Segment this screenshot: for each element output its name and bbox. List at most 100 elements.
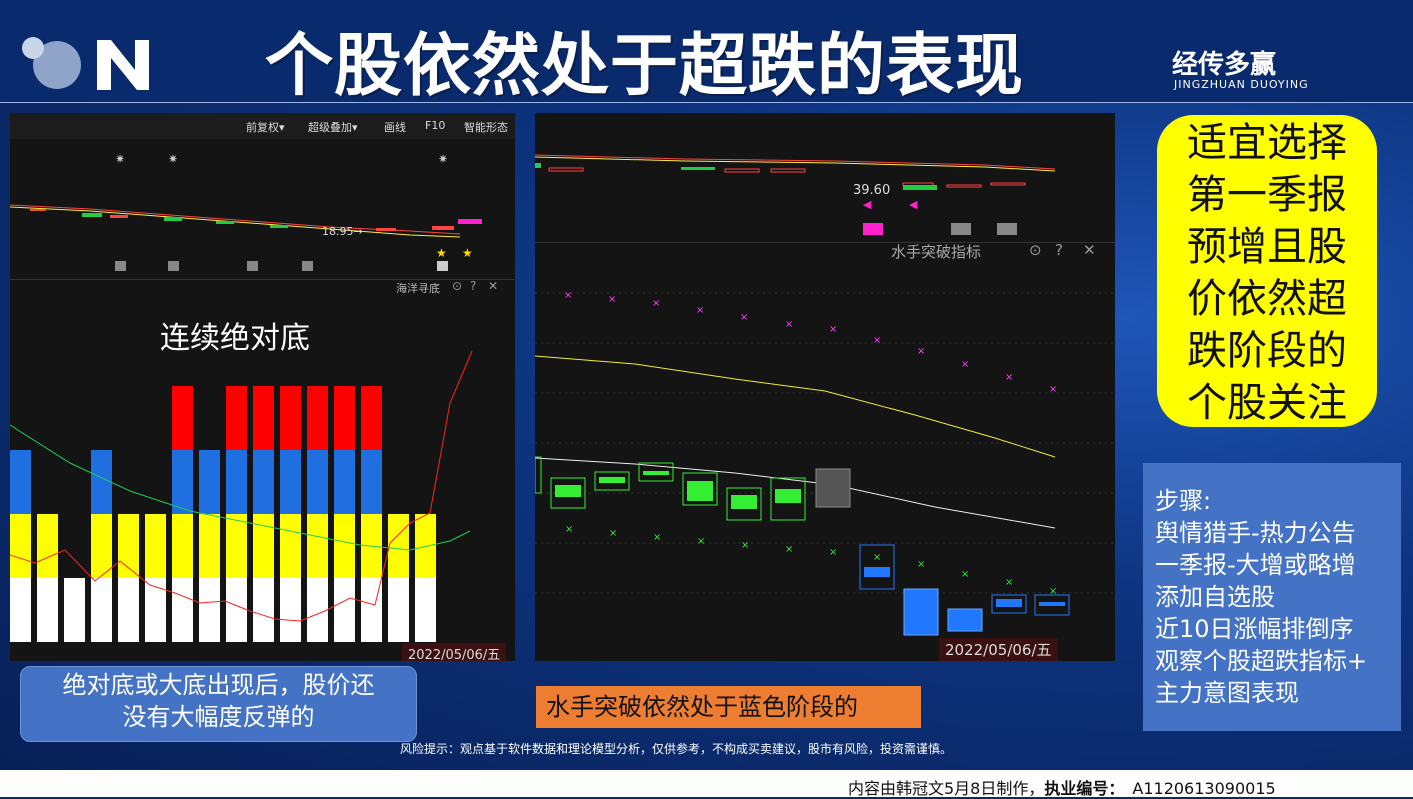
indicator-bar-blue [307,450,328,514]
left-chart-panel: 前复权▾ 超级叠加▾ 画线 F10 智能形态 ✷ ✷ ✷ 18.95→ ★ ★ … [10,113,515,661]
svg-text:×: × [961,569,969,580]
callout-line: 价依然超 [1187,276,1347,322]
indicator-bar-yellow [415,514,436,578]
indicator-name: 海洋寻底 [396,282,440,295]
note-orange: 水手突破依然处于蓝色阶段的 [536,686,921,728]
event-marker-icon[interactable] [997,223,1017,235]
left-price-chart: ✷ ✷ ✷ 18.95→ ★ ★ [10,152,482,271]
indicator-bar-yellow [172,514,193,578]
indicator-bar-blue [253,450,274,514]
indicator-name: 水手突破指标 [891,243,982,261]
indicator-bar-white [307,578,328,642]
callout-line: 第一季报 [1187,172,1347,218]
indicator-bar-white [145,578,166,642]
note-line: 绝对底或大底出现后，股价还 [62,671,375,699]
indicator-bar-blue [172,450,193,514]
indicator-bar-yellow [37,514,58,578]
header: 个股依然处于超跌的表现 经传多赢 JINGZHUAN DUOYING [0,0,1413,106]
indicator-settings-icon[interactable]: ⊙ [452,279,463,293]
note-blue: 绝对底或大底出现后，股价还 没有大幅度反弹的 [20,666,417,742]
toolbar-draw-button[interactable]: 画线 [384,121,406,134]
indicator-bar-white [37,578,58,642]
indicator-bar-blue [280,450,301,514]
svg-text:×: × [1005,372,1013,383]
flag-icon: ◀ [863,198,872,211]
indicator-bar-white [91,578,112,642]
indicator-bar-red [280,386,301,450]
indicator-help-icon[interactable]: ? [470,279,477,293]
svg-text:×: × [1005,577,1013,588]
indicator-bar-yellow [334,514,355,578]
indicator-bar-white [415,578,436,642]
indicator-bar-white [64,578,85,642]
toolbar-adjust-button[interactable]: 前复权▾ [246,121,285,134]
toolbar-pattern-button[interactable]: 智能形态 [464,121,508,134]
indicator-bar-yellow [10,514,31,578]
svg-text:×: × [564,290,572,301]
event-marker-icon[interactable] [863,223,883,235]
toolbar-f10-button[interactable]: F10 [425,119,446,132]
event-marker-icon[interactable] [951,223,971,235]
indicator-bar-white [253,578,274,642]
event-marker-icon[interactable] [115,261,126,271]
indicator-bar-yellow [253,514,274,578]
svg-text:×: × [785,319,793,330]
indicator-bar-blue [199,450,220,514]
indicator-bar-red [307,386,328,450]
event-marker-icon[interactable] [437,261,448,271]
callout-line: 个股关注 [1187,380,1347,426]
callout-line: 适宜选择 [1187,120,1347,166]
step-item: 舆情猎手-热力公告 [1155,519,1356,547]
svg-text:×: × [740,312,748,323]
steps-box: 步骤: 舆情猎手-热力公告 一季报-大增或略增 添加自选股 近10日涨幅排倒序 … [1143,463,1401,731]
divider [10,279,515,280]
svg-text:×: × [609,528,617,539]
indicator-bar-white [226,578,247,642]
indicator-bar-red [226,386,247,450]
footer-text: 内容由韩冠文5月8日制作，执业编号： A1120613090015 [848,775,1276,799]
svg-text:×: × [917,559,925,570]
svg-text:×: × [652,298,660,309]
event-marker-icon[interactable] [168,261,179,271]
svg-text:×: × [1049,586,1057,597]
indicator-bar-white [199,578,220,642]
risk-disclaimer: 风险提示：观点基于软件数据和理论模型分析，仅供参考，不构成买卖建议，股市有风险，… [400,742,953,756]
event-marker-icon[interactable] [302,261,313,271]
right-price-chart: 39.60 ◀ ◀ [535,154,1056,235]
step-item: 一季报-大增或略增 [1155,551,1356,579]
svg-text:×: × [917,346,925,357]
callout-line: 预增且股 [1187,224,1347,270]
indicator-bar-white [118,578,139,642]
footer-made-by: 内容由韩冠文5月8日制作， [848,779,1045,798]
svg-text:×: × [741,540,749,551]
svg-text:×: × [653,532,661,543]
page-title: 个股依然处于超跌的表现 [265,27,1025,106]
indicator-help-icon[interactable]: ? [1055,241,1063,259]
indicator-bar-white [334,578,355,642]
brand-sub: JINGZHUAN DUOYING [1174,78,1309,91]
brand-name: 经传多赢 [1172,50,1277,80]
indicator-bar-yellow [307,514,328,578]
indicator-bar-white [172,578,193,642]
price-label: 39.60 [853,183,890,198]
indicator-close-icon[interactable]: ✕ [488,279,499,293]
note-line: 没有大幅度反弹的 [122,703,315,731]
indicator-bar-red [361,386,382,450]
right-indicator-chart: × × × × × × × × × × × × × × × × × × × × × × × × [535,290,1115,636]
footer-license-no: A1120613090015 [1132,779,1276,798]
svg-text:×: × [1049,384,1057,395]
indicator-bar-yellow [118,514,139,578]
indicator-close-icon[interactable]: ✕ [1083,241,1096,259]
indicator-bar-white [361,578,382,642]
indicator-bar-blue [226,450,247,514]
logo-n-icon [97,40,149,90]
indicator-bar-yellow [280,514,301,578]
logo-dot-icon [22,37,44,59]
star-mark: ✷ [438,152,448,166]
toolbar-overlay-button[interactable]: 超级叠加▾ [308,121,358,134]
event-marker-icon[interactable] [247,261,258,271]
indicator-settings-icon[interactable]: ⊙ [1029,241,1042,259]
right-chart-panel: 39.60 ◀ ◀ 水手突破指标 ⊙ ? ✕ × × × × × × × × × × × × ×… [535,113,1115,661]
callout-line: 跌阶段的 [1187,328,1347,374]
indicator-bar-yellow [145,514,166,578]
